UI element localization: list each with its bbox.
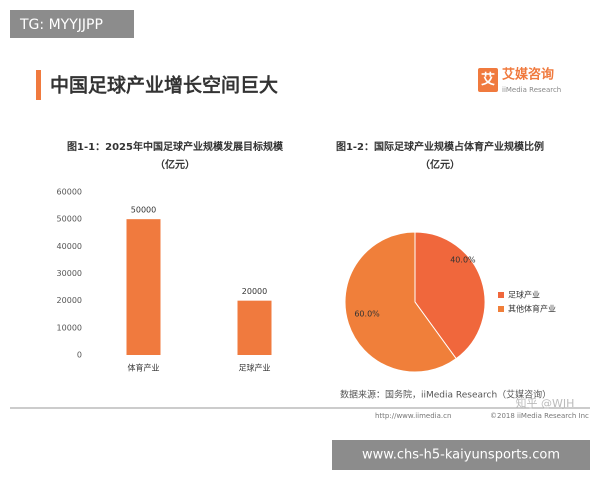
bar [237, 300, 272, 355]
value-label: 20000 [242, 287, 267, 296]
value-label: 60.0% [354, 309, 380, 318]
tag-box [10, 10, 134, 38]
value-label: 40.0% [450, 256, 476, 265]
chart-subtitle: （亿元） [155, 158, 195, 171]
tag: TG: MYYJJPP [19, 17, 103, 33]
chart-subtitle: （亿元） [420, 158, 460, 171]
legend-swatch [498, 306, 504, 312]
heading: 中国足球产业增长空间巨大 [50, 74, 278, 97]
logo-cn: 艾媒咨询 [502, 67, 554, 83]
logo-icon-box [478, 68, 498, 92]
y-tick-label: 10000 [57, 323, 82, 332]
legend-swatch [498, 292, 504, 298]
chart-title: 图1-2：国际足球产业规模占体育产业规模比例 [336, 140, 544, 153]
chart-title: 图1-1：2025年中国足球产业规模发展目标规模 [67, 140, 284, 153]
pie-slice [414, 231, 486, 360]
legend-label: 其他体育产业 [508, 304, 556, 314]
y-tick-label: 60000 [57, 188, 82, 197]
legend-label: 足球产业 [508, 290, 540, 300]
x-tick-label: 足球产业 [239, 363, 271, 373]
overlay: www.chs-h5-kaiyunsports.com [362, 448, 560, 463]
footer-copy: ©2018 iiMedia Research Inc [490, 412, 589, 420]
footer-url: http://www.iimedia.cn [375, 412, 451, 420]
logo-en: iiMedia Research [502, 86, 561, 94]
heading-bar [36, 70, 41, 100]
source: 数据来源：国务院，iiMedia Research（艾媒咨询） [340, 389, 551, 401]
bar [126, 219, 161, 355]
pie-slice [344, 231, 457, 373]
y-tick-label: 30000 [57, 269, 82, 278]
x-tick-label: 体育产业 [128, 363, 160, 373]
y-tick-label: 40000 [57, 242, 82, 251]
overlay-box [332, 440, 590, 470]
watermark: 知乎 @WJH [516, 396, 575, 410]
y-tick-label: 50000 [57, 215, 82, 224]
y-tick-label: 20000 [57, 296, 82, 305]
value-label: 50000 [131, 206, 156, 215]
logo-icon: 艾 [481, 71, 495, 88]
y-tick-label: 0 [77, 351, 82, 360]
